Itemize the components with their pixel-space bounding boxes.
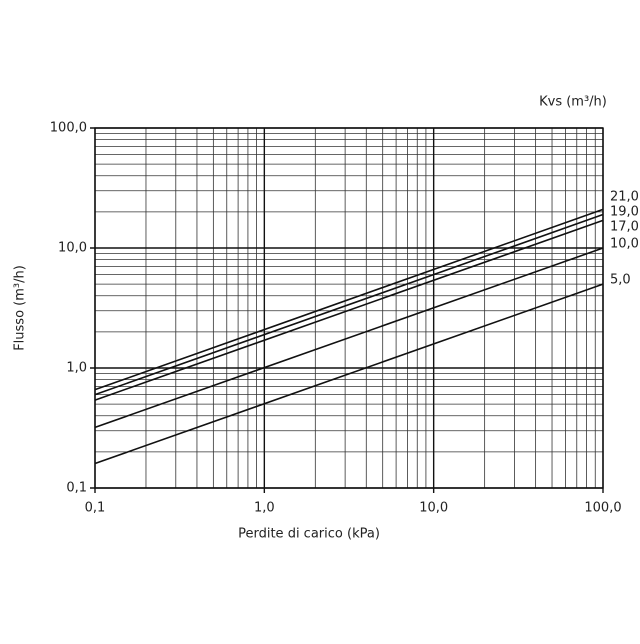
y-tick-label: 10,0 (58, 241, 87, 256)
plot-frame (94, 127, 604, 489)
x-tick-label: 1,0 (254, 501, 275, 516)
x-tick-label: 10,0 (419, 501, 448, 516)
y-tick-label: 100,0 (50, 121, 87, 136)
line (94, 283, 604, 465)
series-label: 21,0 (610, 190, 639, 205)
line (94, 219, 604, 401)
series-label: 10,0 (610, 237, 639, 252)
line (94, 208, 604, 391)
y-axis-label: Flusso (m³/h) (13, 265, 28, 351)
y-tick-label: 1,0 (66, 361, 87, 376)
y-tick-label: 0,1 (66, 481, 87, 496)
line (94, 247, 604, 429)
x-tick-label: 0,1 (85, 501, 106, 516)
x-tick-label: 100,0 (584, 501, 621, 516)
line (94, 213, 604, 396)
series-label: 5,0 (610, 273, 631, 288)
series-label: 19,0 (610, 205, 639, 220)
legend-title: Kvs (m³/h) (539, 95, 607, 110)
series-label: 17,0 (610, 220, 639, 235)
x-axis-label: Perdite di carico (kPa) (238, 527, 380, 542)
